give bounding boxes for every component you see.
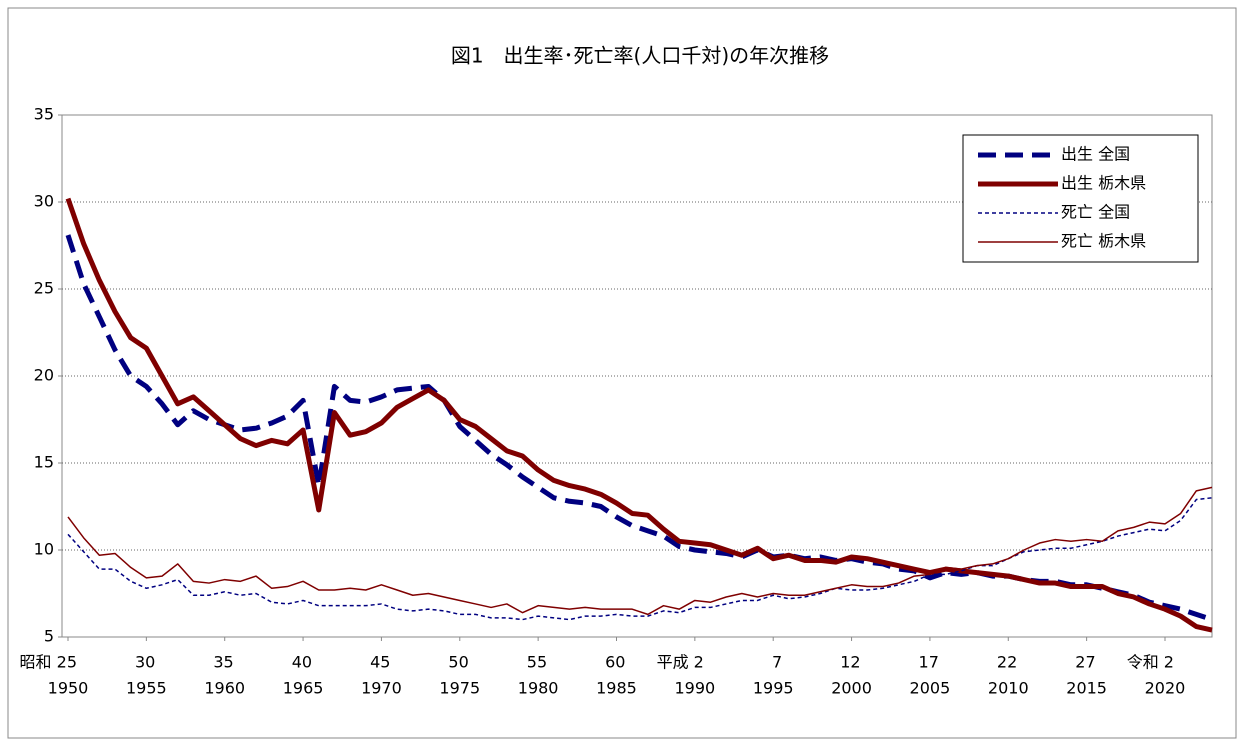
era-label: 50: [448, 653, 468, 672]
era-label: 平成 2: [657, 653, 704, 672]
era-label: 12: [840, 653, 860, 672]
era-label: 昭和 25: [20, 653, 77, 672]
series-line: [65, 197, 1213, 633]
era-label: 40: [292, 653, 312, 672]
era-label: 45: [370, 653, 390, 672]
x-tick-label: 1975: [439, 679, 480, 698]
legend-label: 出生 全国: [1061, 145, 1130, 164]
era-label: 27: [1075, 653, 1095, 672]
era-label: 30: [135, 653, 155, 672]
y-tick-label: 25: [34, 279, 54, 298]
era-label: 60: [605, 653, 625, 672]
x-tick-label: 2000: [831, 679, 872, 698]
series-line: [67, 497, 1213, 621]
legend-label: 死亡 全国: [1061, 203, 1130, 222]
era-label: 7: [772, 653, 782, 672]
x-tick-label: 1960: [204, 679, 245, 698]
era-label: 55: [527, 653, 547, 672]
x-tick-label: 1965: [283, 679, 324, 698]
era-label: 17: [919, 653, 939, 672]
x-tick-label: 1995: [753, 679, 794, 698]
y-tick-label: 15: [34, 453, 54, 472]
legend-label: 死亡 栃木県: [1061, 232, 1146, 251]
x-tick-label: 2015: [1066, 679, 1107, 698]
y-tick-label: 30: [34, 192, 54, 211]
legend-box: [962, 134, 1199, 263]
x-tick-label: 1990: [674, 679, 715, 698]
y-tick-label: 20: [34, 366, 54, 385]
y-tick-label: 35: [34, 105, 54, 124]
era-label: 35: [213, 653, 233, 672]
x-tick-label: 2010: [988, 679, 1029, 698]
x-tick-label: 1970: [361, 679, 402, 698]
x-tick-label: 1950: [48, 679, 89, 698]
x-tick-label: 2020: [1145, 679, 1186, 698]
y-tick-label: 10: [34, 540, 54, 559]
era-label: 令和 2: [1127, 653, 1174, 672]
era-label: 22: [997, 653, 1017, 672]
x-tick-label: 1985: [596, 679, 637, 698]
x-tick-label: 1980: [518, 679, 559, 698]
series-line: [67, 486, 1213, 616]
x-tick-label: 1955: [126, 679, 167, 698]
legend-label: 出生 栃木県: [1061, 174, 1146, 193]
x-tick-label: 2005: [910, 679, 951, 698]
y-tick-label: 5: [44, 627, 54, 646]
chart-title: 図1 出生率･死亡率(人口千対)の年次推移: [451, 44, 829, 68]
